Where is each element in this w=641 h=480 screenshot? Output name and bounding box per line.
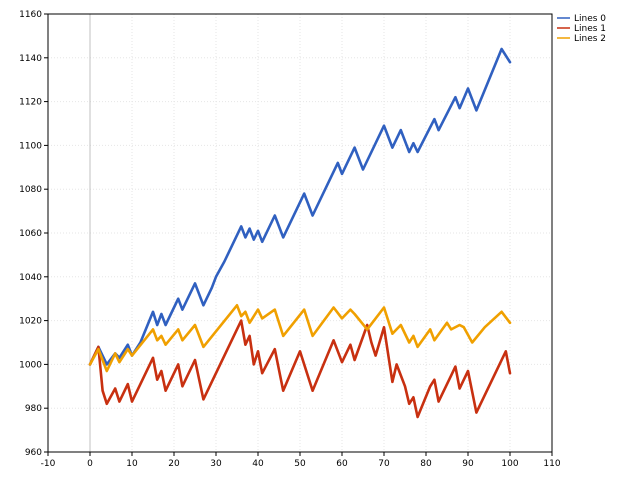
x-tick-label: 60 [336, 459, 348, 469]
y-tick-label: 1100 [19, 141, 42, 151]
y-tick-label: 1040 [19, 273, 42, 283]
x-tick-label: 0 [87, 459, 93, 469]
series-line-1 [88, 319, 512, 419]
y-tick-label: 980 [25, 404, 42, 414]
x-tick-label: -10 [41, 459, 56, 469]
x-tick-label: 110 [543, 459, 560, 469]
x-tick-label: 40 [252, 459, 264, 469]
x-tick-label: 20 [168, 459, 180, 469]
y-axis: 960 980 1000 1020 1040 1060 1080 1100 1120 1140 11… [19, 10, 48, 458]
x-tick-label: 100 [501, 459, 518, 469]
x-tick-label: 90 [462, 459, 474, 469]
y-tick-label: 1160 [19, 10, 42, 20]
series-group [88, 47, 512, 419]
x-tick-label: 50 [294, 459, 306, 469]
y-tick-label: 1080 [19, 185, 42, 195]
x-axis: -10 0 10 20 30 40 50 60 70 80 90 100 110 [41, 452, 561, 469]
legend-label-1: Lines 1 [574, 24, 606, 34]
legend-label-0: Lines 0 [574, 14, 606, 24]
series-line-2 [88, 304, 512, 373]
x-tick-label: 10 [126, 459, 138, 469]
x-tick-label: 70 [378, 459, 390, 469]
y-tick-label: 1140 [19, 54, 42, 64]
y-tick-label: 960 [25, 448, 42, 458]
legend-label-2: Lines 2 [574, 34, 606, 44]
y-tick-label: 1120 [19, 98, 42, 108]
series-line-0 [88, 47, 512, 366]
y-tick-label: 1060 [19, 229, 42, 239]
x-tick-label: 80 [420, 459, 432, 469]
y-tick-label: 1000 [19, 360, 42, 370]
x-tick-label: 30 [210, 459, 222, 469]
y-tick-label: 1020 [19, 317, 42, 327]
